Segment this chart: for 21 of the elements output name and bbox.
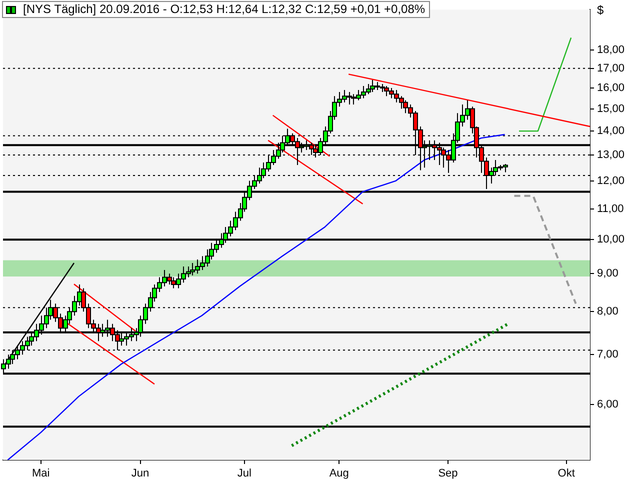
y-tick-label: 16,00 xyxy=(597,82,625,94)
y-tick-label: 11,00 xyxy=(597,202,624,215)
x-tick-label: Jul xyxy=(237,468,252,480)
y-tick-label: 10,00 xyxy=(597,234,625,246)
chart-title: [NYS Täglich] 20.09.2016 - O:12,53 H:12,64 L:12,32 C:12,59 +0,01 +0,08% xyxy=(2,1,430,18)
y-tick-label: 8,00 xyxy=(597,306,618,318)
y-tick-label: 12,00 xyxy=(597,174,625,187)
y-tick-label: 13,00 xyxy=(597,148,625,161)
y-tick-label: 18,00 xyxy=(597,44,625,56)
y-tick-label: 15,00 xyxy=(597,102,625,115)
y-tick-label: 17,00 xyxy=(597,62,625,74)
y-tick-label: 6,00 xyxy=(597,398,618,410)
x-tick-label: Sep xyxy=(438,468,458,480)
y-axis-title: $ xyxy=(597,3,604,17)
y-tick-label: 14,00 xyxy=(597,125,625,138)
x-tick-label: Mai xyxy=(32,468,50,480)
x-tick-label: Jun xyxy=(131,468,150,480)
x-tick-label: Aug xyxy=(329,468,349,480)
y-tick-label: 7,00 xyxy=(597,348,618,361)
x-tick-label: Okt xyxy=(558,468,575,480)
y-tick-label: 9,00 xyxy=(597,268,618,280)
